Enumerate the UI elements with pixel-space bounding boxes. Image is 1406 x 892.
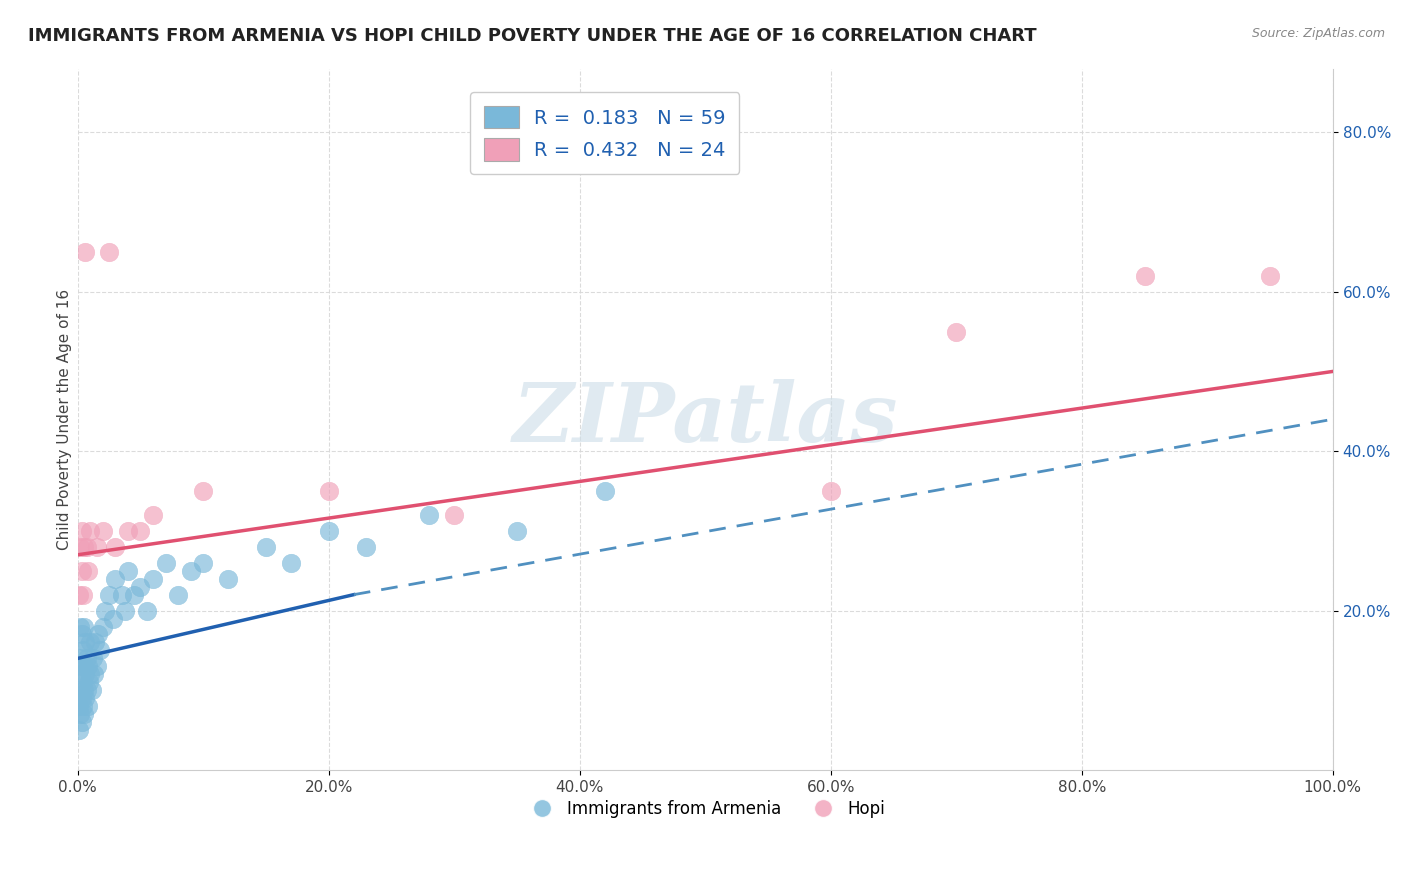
Text: IMMIGRANTS FROM ARMENIA VS HOPI CHILD POVERTY UNDER THE AGE OF 16 CORRELATION CH: IMMIGRANTS FROM ARMENIA VS HOPI CHILD PO…	[28, 27, 1036, 45]
Point	[79, 667, 101, 681]
Point	[142, 508, 165, 522]
Point	[193, 556, 215, 570]
Point	[67, 723, 90, 738]
Point	[79, 524, 101, 538]
Point	[70, 659, 93, 673]
Point	[83, 667, 105, 681]
Point	[84, 635, 107, 649]
Point	[87, 627, 110, 641]
Point	[69, 707, 91, 722]
Point	[167, 588, 190, 602]
Point	[318, 483, 340, 498]
Point	[75, 244, 97, 259]
Point	[70, 564, 93, 578]
Point	[73, 707, 96, 722]
Point	[77, 675, 100, 690]
Point	[820, 483, 842, 498]
Point	[76, 683, 98, 698]
Point	[104, 572, 127, 586]
Point	[443, 508, 465, 522]
Point	[1133, 268, 1156, 283]
Point	[117, 524, 139, 538]
Point	[67, 588, 90, 602]
Point	[73, 540, 96, 554]
Point	[75, 635, 97, 649]
Point	[76, 699, 98, 714]
Point	[76, 651, 98, 665]
Point	[70, 524, 93, 538]
Point	[67, 667, 90, 681]
Point	[129, 524, 152, 538]
Legend: Immigrants from Armenia, Hopi: Immigrants from Armenia, Hopi	[519, 794, 891, 825]
Point	[73, 619, 96, 633]
Point	[82, 651, 104, 665]
Point	[80, 683, 103, 698]
Point	[72, 675, 94, 690]
Point	[280, 556, 302, 570]
Point	[73, 683, 96, 698]
Point	[70, 691, 93, 706]
Point	[114, 603, 136, 617]
Point	[98, 588, 121, 602]
Point	[70, 627, 93, 641]
Point	[142, 572, 165, 586]
Point	[76, 564, 98, 578]
Point	[111, 588, 134, 602]
Point	[98, 244, 121, 259]
Point	[76, 540, 98, 554]
Point	[91, 524, 114, 538]
Point	[69, 683, 91, 698]
Point	[72, 699, 94, 714]
Text: ZIPatlas: ZIPatlas	[513, 379, 898, 459]
Point	[72, 643, 94, 657]
Point	[356, 540, 378, 554]
Point	[117, 564, 139, 578]
Point	[129, 580, 152, 594]
Point	[104, 540, 127, 554]
Point	[67, 699, 90, 714]
Point	[193, 483, 215, 498]
Point	[254, 540, 277, 554]
Point	[122, 588, 145, 602]
Y-axis label: Child Poverty Under the Age of 16: Child Poverty Under the Age of 16	[58, 289, 72, 549]
Point	[91, 619, 114, 633]
Point	[89, 643, 111, 657]
Point	[69, 651, 91, 665]
Point	[945, 325, 967, 339]
Point	[217, 572, 239, 586]
Point	[506, 524, 529, 538]
Point	[75, 667, 97, 681]
Point	[86, 540, 108, 554]
Point	[418, 508, 440, 522]
Point	[69, 540, 91, 554]
Point	[72, 588, 94, 602]
Point	[318, 524, 340, 538]
Point	[75, 691, 97, 706]
Text: Source: ZipAtlas.com: Source: ZipAtlas.com	[1251, 27, 1385, 40]
Point	[1258, 268, 1281, 283]
Point	[69, 619, 91, 633]
Point	[593, 483, 616, 498]
Point	[101, 611, 124, 625]
Point	[94, 603, 117, 617]
Point	[79, 635, 101, 649]
Point	[76, 659, 98, 673]
Point	[73, 659, 96, 673]
Point	[86, 659, 108, 673]
Point	[135, 603, 157, 617]
Point	[70, 715, 93, 730]
Point	[180, 564, 202, 578]
Point	[155, 556, 177, 570]
